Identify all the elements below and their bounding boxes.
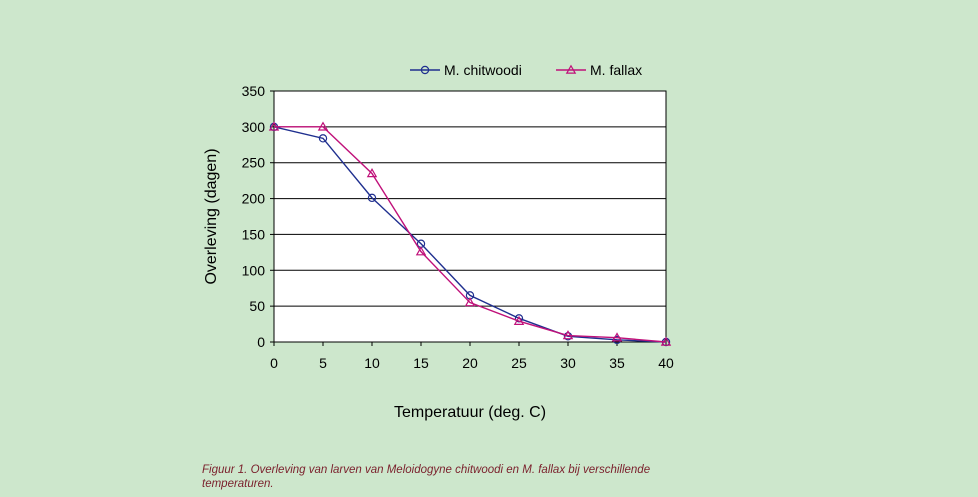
x-tick-label: 0 xyxy=(270,355,278,371)
data-point-s1-4 xyxy=(464,297,476,307)
y-tick-label: 350 xyxy=(242,83,266,99)
x-tick-label: 30 xyxy=(560,355,576,371)
figure-caption: Figuur 1. Overleving van larven van Melo… xyxy=(202,464,651,490)
data-point-s1-8 xyxy=(660,336,672,346)
legend-label-0: M. chitwoodi xyxy=(444,62,522,78)
data-point-s1-7 xyxy=(611,332,623,342)
y-tick-label: 50 xyxy=(249,298,265,314)
data-point-s1-1 xyxy=(317,121,329,131)
x-tick-label: 15 xyxy=(413,355,429,371)
plot-area xyxy=(273,90,667,343)
data-point-s1-0 xyxy=(268,121,280,131)
data-point-s1-5 xyxy=(513,315,525,325)
x-tick-label: 20 xyxy=(462,355,478,371)
legend-marker-1 xyxy=(565,64,577,74)
y-axis-title: Overleving (dagen) xyxy=(203,148,220,284)
y-tick-label: 300 xyxy=(242,119,266,135)
y-tick-label: 150 xyxy=(242,226,266,242)
series-line-0 xyxy=(273,126,667,343)
y-tick-label: 200 xyxy=(242,191,266,207)
x-tick-label: 10 xyxy=(364,355,380,371)
data-point-s0-1 xyxy=(318,134,328,143)
data-point-s1-6 xyxy=(562,330,574,340)
data-point-s1-3 xyxy=(415,246,427,256)
x-tick-label: 40 xyxy=(658,355,674,371)
x-tick-label: 5 xyxy=(319,355,327,371)
x-tick-label: 25 xyxy=(511,355,527,371)
x-tick-label: 35 xyxy=(609,355,625,371)
data-point-s0-2 xyxy=(367,193,377,203)
y-tick-label: 0 xyxy=(257,334,265,350)
y-tick-label: 250 xyxy=(242,155,266,171)
series-line-1 xyxy=(274,126,667,343)
data-point-s0-5 xyxy=(514,314,524,323)
legend-label-1: M. fallax xyxy=(590,62,642,78)
x-axis-title: Temperatuur (deg. C) xyxy=(394,404,546,421)
y-tick-label: 100 xyxy=(242,262,266,278)
line-chart: 0 50 100 150 200 250 300 350 0 5 10 15 20 25 30 35 40 Tem… xyxy=(203,62,674,421)
data-point-s1-2 xyxy=(366,168,378,178)
legend-marker-0 xyxy=(420,65,430,75)
